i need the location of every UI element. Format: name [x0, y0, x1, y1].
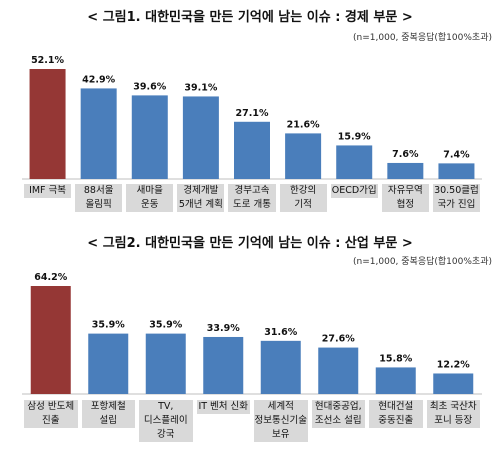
category-label: 세계적 정보통신기술 보유 — [254, 400, 308, 442]
bar — [260, 340, 301, 394]
bar — [375, 367, 416, 394]
bar — [29, 69, 66, 179]
data-label: 35.9% — [149, 320, 182, 331]
category-label: TV, 디스플레이 강국 — [139, 400, 193, 442]
data-label: 21.6% — [287, 119, 320, 130]
category-label: 현대중공업, 조선소 설립 — [311, 400, 365, 428]
data-label: 52.1% — [31, 55, 64, 66]
bar — [433, 373, 474, 394]
data-label: 39.1% — [184, 82, 217, 93]
category-label: 포항제철 설립 — [81, 400, 135, 428]
bar — [182, 96, 219, 179]
bar — [438, 163, 475, 179]
bar-plot: 64.2% 35.9% 35.9% 33.9% 31.6% 27.6% 15.8% 12.2% — [22, 272, 482, 395]
data-label: 15.8% — [379, 353, 412, 364]
bar — [203, 336, 244, 394]
data-label: 64.2% — [34, 272, 67, 283]
bar — [336, 145, 373, 179]
category-label: 30.50클럽 국가 진입 — [432, 184, 480, 212]
data-label: 39.6% — [133, 81, 166, 92]
data-label: 42.9% — [82, 74, 115, 85]
category-label: 최초 국산차 포니 등장 — [426, 400, 480, 428]
chart-industry: < 그림2. 대한민국을 만든 기억에 남는 이슈 : 산업 부문 > (n=1… — [0, 232, 500, 459]
bar — [145, 333, 186, 394]
bar — [30, 286, 71, 394]
chart-title: < 그림1. 대한민국을 만든 기억에 남는 이슈 : 경제 부문 > — [87, 10, 413, 25]
data-label: 31.6% — [264, 327, 297, 338]
bar — [318, 347, 359, 394]
bar — [88, 333, 129, 394]
data-label: 7.6% — [392, 149, 419, 160]
category-label: 삼성 반도체 진출 — [24, 400, 78, 428]
data-label: 27.1% — [236, 108, 269, 119]
category-label: 새마을 운동 — [126, 184, 174, 212]
bar — [387, 162, 424, 179]
data-label: 12.2% — [437, 359, 470, 370]
bar — [131, 95, 168, 179]
data-label: 35.9% — [92, 320, 125, 331]
chart-note: (n=1,000, 중복응답(합100%초과) — [353, 257, 492, 267]
category-label: 88서울 올림픽 — [75, 184, 123, 212]
category-label: IT 벤처 신화 — [196, 400, 250, 414]
data-label: 27.6% — [322, 334, 355, 345]
chart-economy: < 그림1. 대한민국을 만든 기억에 남는 이슈 : 경제 부문 > (n=1… — [0, 6, 500, 236]
category-label: 현대건설 중동진출 — [369, 400, 423, 428]
category-label: 한강의 기적 — [279, 184, 327, 212]
category-label: 경제개발 5개년 계획 — [177, 184, 225, 212]
category-label: 자유무역 협정 — [381, 184, 429, 212]
category-label: OECD가입 — [330, 184, 378, 198]
bar-plot: 52.1% 42.9% 39.6% 39.1% 27.1% 21.6% 15.9% 7.6% 7… — [22, 55, 482, 180]
bar — [80, 88, 117, 179]
category-label: IMF 극복 — [24, 184, 72, 198]
category-label: 경부고속 도로 개통 — [228, 184, 276, 212]
data-label: 7.4% — [443, 149, 470, 160]
data-label: 15.9% — [338, 131, 371, 142]
bar — [234, 121, 270, 179]
chart-note: (n=1,000, 중복응답(합100%초과) — [353, 33, 492, 43]
chart-title: < 그림2. 대한민국을 만든 기억에 남는 이슈 : 산업 부문 > — [87, 236, 413, 251]
bar — [285, 133, 322, 179]
data-label: 33.9% — [207, 323, 240, 334]
